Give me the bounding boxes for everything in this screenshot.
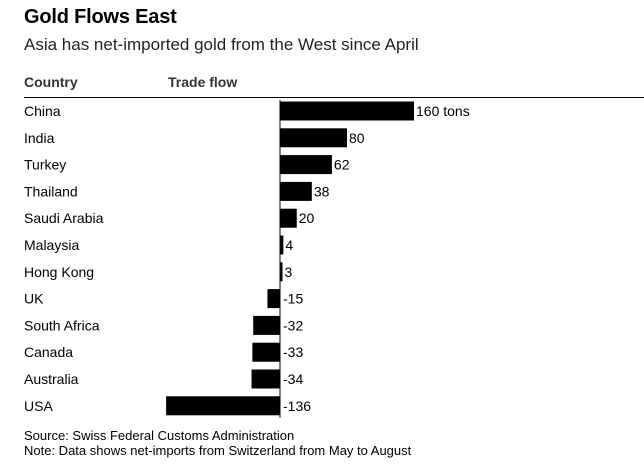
bar xyxy=(280,181,312,201)
bar xyxy=(280,235,284,255)
value-label: -32 xyxy=(283,317,303,333)
value-label: 4 xyxy=(285,237,293,253)
value-label: -33 xyxy=(283,344,303,360)
value-label: 80 xyxy=(349,130,365,146)
value-label: 3 xyxy=(285,264,293,280)
value-label: 20 xyxy=(299,210,315,226)
bar xyxy=(280,262,283,282)
category-label: Canada xyxy=(24,344,73,360)
category-label: USA xyxy=(24,398,53,414)
column-header-trade-flow: Trade flow xyxy=(168,74,238,90)
chart-subtitle: Asia has net-imported gold from the West… xyxy=(24,35,419,54)
chart-title: Gold Flows East xyxy=(24,6,177,28)
value-label: -15 xyxy=(283,291,303,307)
value-label: -136 xyxy=(283,398,311,414)
source-note: Source: Swiss Federal Customs Administra… xyxy=(24,428,295,443)
category-label: South Africa xyxy=(24,317,100,333)
value-label: 38 xyxy=(314,183,330,199)
category-label: Saudi Arabia xyxy=(24,210,104,226)
bar xyxy=(280,208,297,228)
category-label: Turkey xyxy=(24,157,66,173)
bar xyxy=(253,315,280,335)
bar xyxy=(280,128,347,148)
category-label: Hong Kong xyxy=(24,264,94,280)
category-label: Australia xyxy=(24,371,79,387)
category-label: China xyxy=(24,103,61,119)
category-label: India xyxy=(24,130,55,146)
bar xyxy=(280,155,332,175)
bar xyxy=(280,101,414,121)
value-label: 160 tons xyxy=(416,103,470,119)
category-label: UK xyxy=(24,291,44,307)
data-note: Note: Data shows net-imports from Switze… xyxy=(24,443,412,458)
category-label: Thailand xyxy=(24,183,78,199)
value-label: 62 xyxy=(334,157,350,173)
header-rule xyxy=(24,97,644,98)
bar xyxy=(166,396,280,416)
column-header-country: Country xyxy=(24,74,78,90)
value-label: -34 xyxy=(283,371,303,387)
footnotes: Source: Swiss Federal Customs Administra… xyxy=(24,428,411,458)
bar xyxy=(252,342,280,362)
bar xyxy=(267,289,280,309)
category-label: Malaysia xyxy=(24,237,79,253)
bar xyxy=(251,369,280,389)
